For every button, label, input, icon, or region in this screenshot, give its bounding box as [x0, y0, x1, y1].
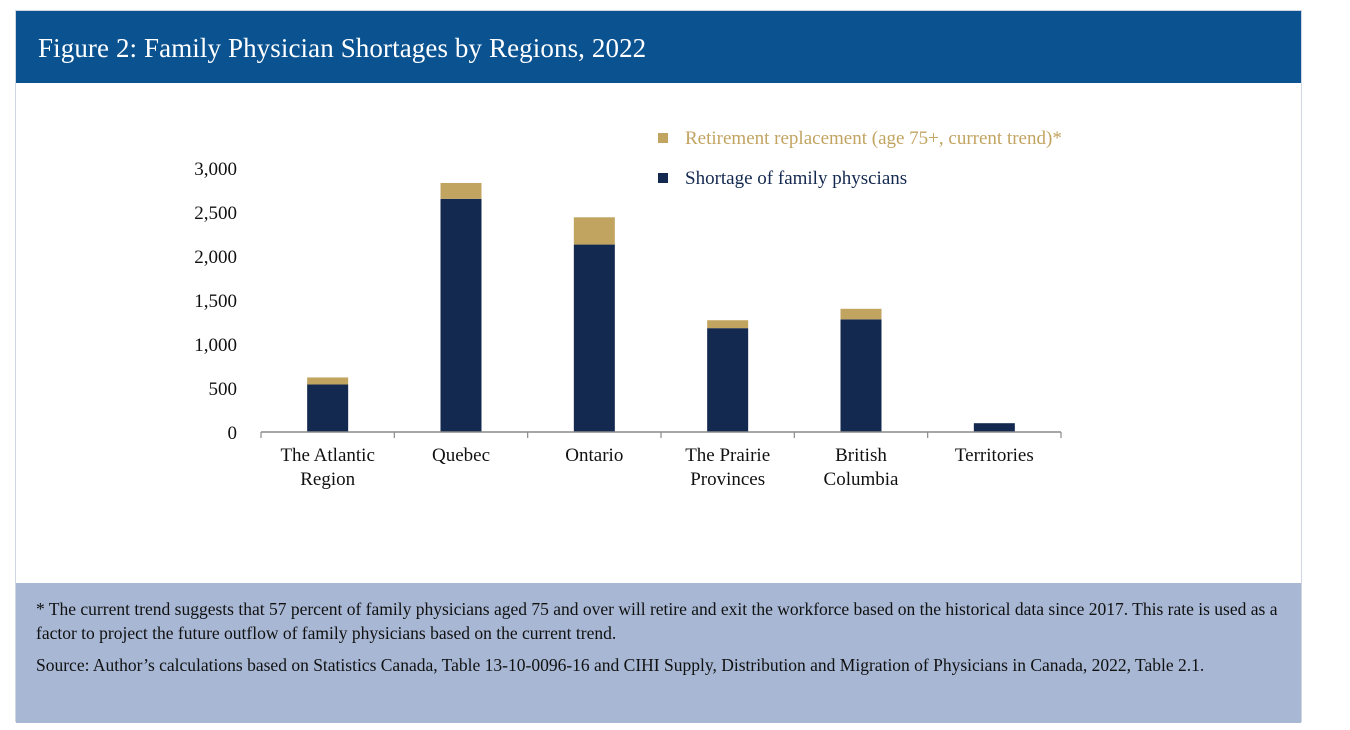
bar-shortage	[440, 198, 482, 432]
y-tick-label: 1,000	[194, 335, 237, 356]
chart-title: Figure 2: Family Physician Shortages by …	[38, 33, 647, 63]
y-tick-label: 3,000	[194, 159, 237, 180]
figure-panel: Figure 2: Family Physician Shortages by …	[15, 10, 1302, 723]
bar-retirement	[573, 217, 615, 245]
bar-shortage	[573, 244, 615, 432]
stacked-bar-chart: 0 500 1,000 1,500 2,000 2,500 3,000 The Atlanti…	[194, 128, 1062, 490]
x-category-label: The Atlantic Region	[280, 445, 374, 490]
y-tick-label: 0	[228, 423, 238, 444]
y-tick-label: 2,500	[194, 203, 237, 224]
x-category-label: The Prairie Provinces	[685, 445, 770, 490]
notes-panel: * The current trend suggests that 57 per…	[16, 583, 1301, 723]
figure-title-bar: Figure 2: Family Physician Shortages by …	[16, 11, 1301, 83]
bar-retirement	[440, 182, 482, 199]
legend-label: Shortage of family physcians	[685, 168, 907, 189]
source-text: Source: Author’s calculations based on S…	[36, 655, 1205, 675]
bar-shortage	[840, 319, 882, 432]
x-category-label: Ontario	[565, 445, 623, 466]
legend-swatch	[658, 133, 668, 143]
chart-area: 0 500 1,000 1,500 2,000 2,500 3,000 The Atlanti…	[16, 83, 1301, 583]
legend-label: Retirement replacement (age 75+, current…	[685, 128, 1062, 149]
bar-shortage	[707, 328, 749, 432]
bar-shortage	[973, 423, 1015, 432]
y-tick-label: 500	[209, 379, 238, 400]
x-category-label: Territories	[955, 445, 1034, 466]
x-category-label: Quebec	[432, 445, 490, 466]
bar-retirement	[840, 308, 882, 320]
bar-shortage	[307, 384, 349, 432]
y-tick-label: 2,000	[194, 247, 237, 268]
bar-retirement	[707, 320, 749, 329]
bar-retirement	[307, 377, 349, 385]
x-category-label: British Columbia	[824, 445, 900, 490]
legend-swatch	[658, 173, 668, 183]
footnote-text: * The current trend suggests that 57 per…	[36, 599, 1278, 643]
y-tick-label: 1,500	[194, 291, 237, 312]
